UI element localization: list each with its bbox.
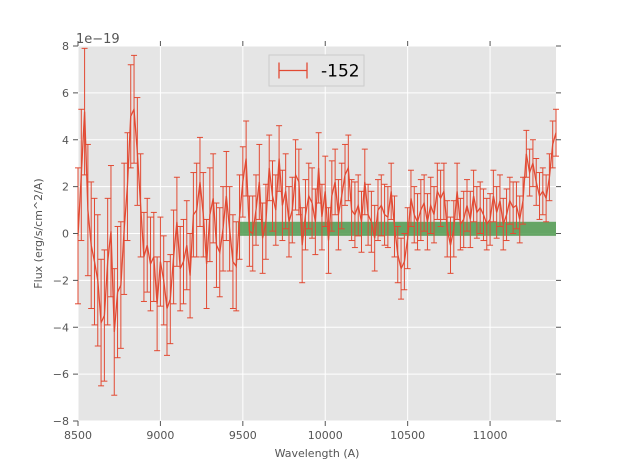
error-bar bbox=[75, 167, 81, 305]
series-line bbox=[77, 106, 557, 332]
y-tick-label: 0 bbox=[62, 228, 69, 241]
x-tick-label: 9500 bbox=[229, 429, 257, 442]
y-offset-label: 1e−19 bbox=[76, 32, 120, 47]
axis-ticks bbox=[73, 41, 561, 426]
x-tick-label: 9000 bbox=[146, 429, 174, 442]
legend-label: -152 bbox=[321, 62, 360, 82]
x-tick-label: 8500 bbox=[64, 429, 92, 442]
x-tick-label: 11000 bbox=[473, 429, 508, 442]
y-axis-label: Flux (erg/s/cm^2/A) bbox=[32, 178, 45, 288]
y-tick-label: −4 bbox=[53, 321, 69, 334]
tick-labels: 8500 9000 9500 10000 10500 11000 −8 −6 −4 −2 0 2 4 6 8 bbox=[53, 40, 508, 442]
x-tick-label: 10000 bbox=[308, 429, 343, 442]
y-tick-label: 4 bbox=[62, 134, 69, 147]
y-tick-label: −8 bbox=[53, 415, 69, 428]
y-tick-label: −2 bbox=[53, 274, 69, 287]
legend-marker bbox=[278, 62, 308, 79]
y-tick-label: 6 bbox=[62, 87, 69, 100]
x-axis-label: Wavelength (A) bbox=[275, 447, 360, 460]
x-tick-label: 10500 bbox=[390, 429, 425, 442]
y-tick-label: 8 bbox=[62, 40, 69, 53]
legend: -152 bbox=[268, 54, 365, 87]
y-tick-label: 2 bbox=[62, 181, 69, 194]
y-tick-label: −6 bbox=[53, 368, 69, 381]
